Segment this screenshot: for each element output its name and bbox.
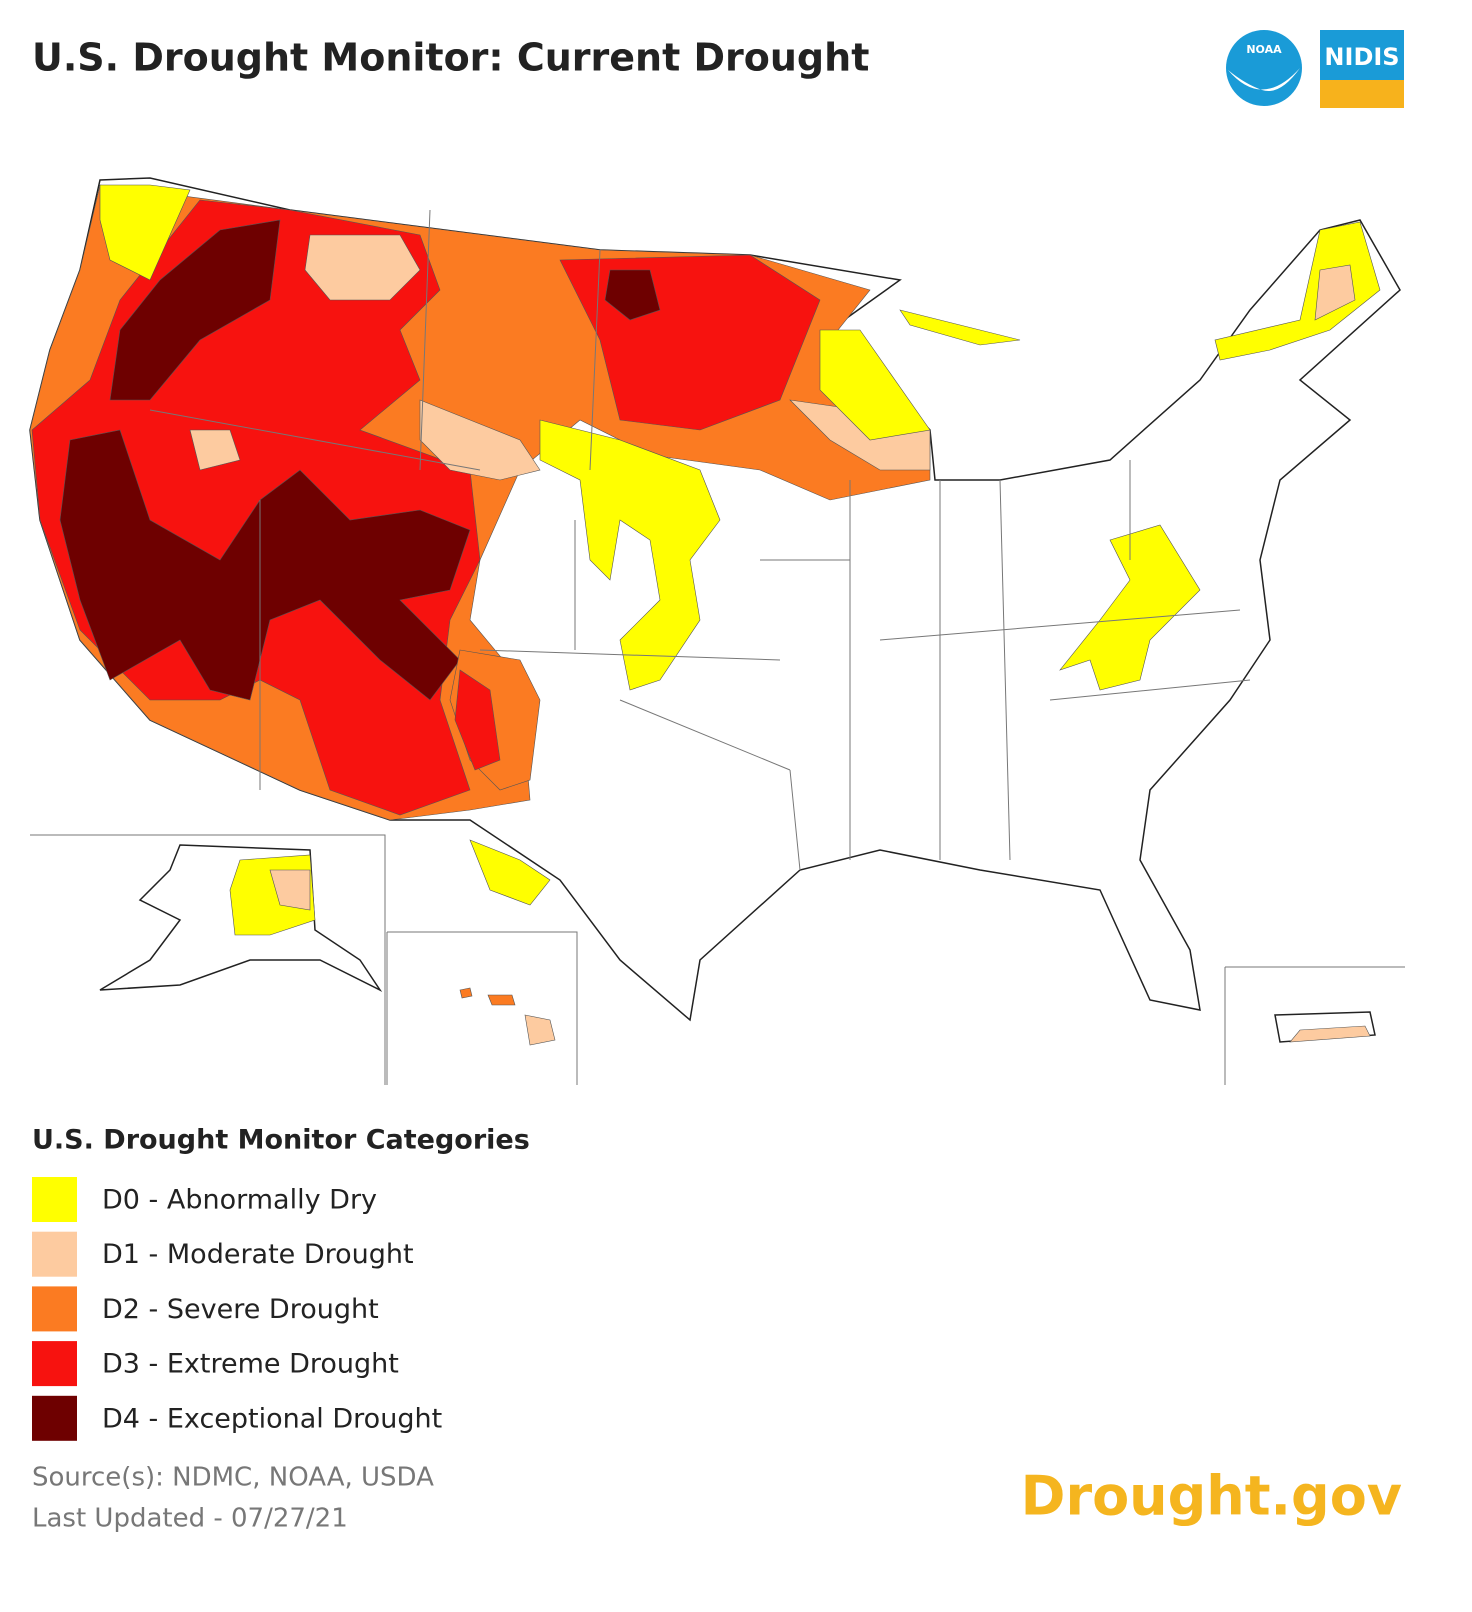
legend-swatch <box>32 1341 77 1387</box>
legend-swatch <box>32 1231 77 1277</box>
legend-title: U.S. Drought Monitor Categories <box>32 1125 530 1156</box>
drought-area <box>819 329 931 441</box>
drought-area <box>419 399 541 481</box>
site-link[interactable]: Drought.gov <box>1021 1465 1402 1528</box>
drought-area <box>189 429 241 471</box>
updated-text: Last Updated - 07/27/21 <box>32 1504 348 1534</box>
drought-area <box>304 234 421 301</box>
legend-swatch <box>32 1286 77 1332</box>
drought-area <box>604 269 661 321</box>
drought-area <box>454 669 501 771</box>
drought-area <box>524 1014 556 1046</box>
legend-label: D4 - Exceptional Drought <box>102 1403 442 1434</box>
legend-label: D2 - Severe Drought <box>102 1294 379 1325</box>
state-line <box>149 209 1251 871</box>
legend-swatch <box>32 1395 77 1441</box>
inset-frame <box>30 834 1405 1085</box>
legend: D0 - Abnormally Dry D1 - Moderate Drought… <box>32 1177 442 1441</box>
drought-area <box>1314 264 1356 321</box>
drought-area <box>459 987 516 1006</box>
drought-area <box>1059 524 1201 691</box>
page-title: U.S. Drought Monitor: Current Drought <box>32 36 869 80</box>
nidis-logo: NIDIS <box>1320 30 1404 108</box>
drought-area <box>109 219 281 401</box>
drought-area <box>269 869 311 911</box>
drought-area <box>539 419 721 691</box>
legend-label: D1 - Moderate Drought <box>102 1239 414 1270</box>
legend-label: D3 - Extreme Drought <box>102 1349 399 1380</box>
source-text: Source(s): NDMC, NOAA, USDA <box>32 1463 434 1493</box>
noaa-logo: NOAA <box>1226 30 1302 106</box>
noaa-text: NOAA <box>1246 43 1282 56</box>
legend-swatch <box>32 1177 77 1222</box>
drought-area <box>1214 221 1381 361</box>
legend-label: D0 - Abnormally Dry <box>102 1185 377 1216</box>
drought-area <box>1289 1025 1371 1043</box>
drought-map <box>29 177 1405 1085</box>
drought-area <box>99 184 191 281</box>
drought-area <box>469 839 551 906</box>
drought-area <box>899 309 1021 346</box>
nidis-text: NIDIS <box>1324 43 1399 71</box>
